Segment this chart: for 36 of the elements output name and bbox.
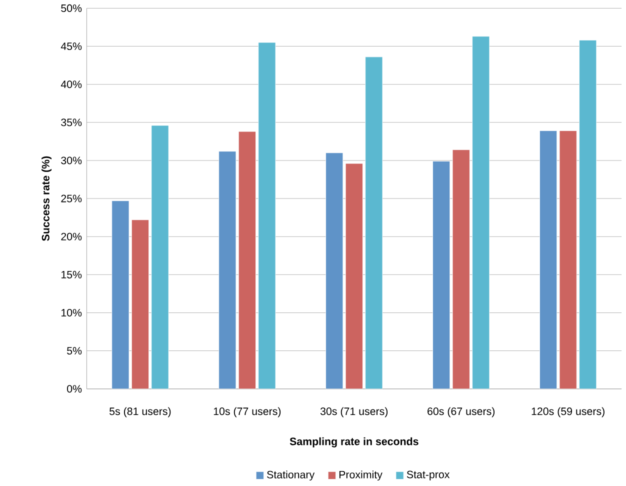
y-tick-label: 0% — [67, 385, 82, 393]
bar — [258, 42, 276, 390]
bar — [238, 132, 256, 390]
y-tick-label: 15% — [61, 271, 82, 279]
bar — [131, 220, 149, 390]
x-tick-label: 60s (67 users) — [428, 407, 495, 418]
bar — [151, 125, 169, 390]
x-tick-label: 30s (71 users) — [320, 407, 388, 418]
y-axis-title: Success rate (%) — [42, 156, 52, 242]
y-tick-label: 30% — [61, 156, 82, 164]
x-tick-label: 5s (81 users) — [110, 407, 171, 418]
bar — [218, 151, 236, 390]
y-tick-label: 45% — [60, 42, 82, 50]
bar — [452, 150, 470, 390]
x-tick-label: 10s (77 users) — [214, 407, 281, 418]
x-tick-label: 120s (59 users) — [532, 407, 604, 418]
bar — [579, 40, 597, 390]
legend-label: Stat-prox — [406, 470, 450, 481]
bar — [326, 152, 344, 390]
bar — [345, 163, 363, 390]
bar — [365, 56, 383, 390]
x-axis-title: Sampling rate in seconds — [290, 438, 418, 448]
y-tick-label: 40% — [60, 80, 82, 88]
bar — [432, 161, 450, 390]
y-tick-label: 35% — [61, 118, 82, 126]
y-tick-label: 10% — [61, 309, 82, 317]
bar — [559, 130, 577, 390]
bar — [540, 130, 558, 390]
legend-label: Stationary — [267, 470, 315, 481]
legend-label: Proximity — [339, 470, 382, 481]
y-tick-label: 25% — [61, 194, 82, 202]
y-tick-label: 20% — [61, 232, 82, 241]
bar — [472, 36, 490, 390]
y-tick-label: 5% — [67, 347, 82, 355]
y-tick-label: 50% — [61, 4, 82, 12]
bar — [112, 200, 130, 390]
